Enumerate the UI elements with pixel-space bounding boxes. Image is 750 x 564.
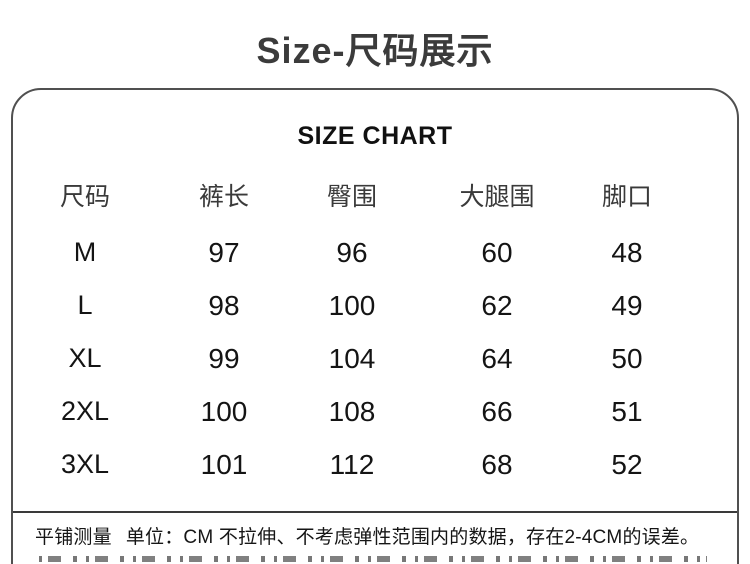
column-header-pants-length: 裤长 xyxy=(198,183,249,211)
measurement-note-text: 单位：CM 不拉伸、不考虑弹性范围内的数据，存在2-4CM的误差。 xyxy=(125,527,700,548)
measurement-note: 平铺测量 单位：CM 不拉伸、不考虑弹性范围内的数据，存在2-4CM的误差。 xyxy=(35,522,721,549)
cell-value: 66 xyxy=(481,395,513,427)
size-label: L xyxy=(77,290,93,320)
size-chart-panel: SIZE CHART 尺码 裤长 臀围 大腿围 脚口 M 97 96 60 48… xyxy=(11,88,739,564)
table-row: 3XL 101 112 68 52 xyxy=(13,438,673,491)
cell-value: 99 xyxy=(208,342,240,374)
cell-value: 104 xyxy=(328,342,376,374)
measurement-note-prefix: 平铺测量 xyxy=(35,527,112,548)
size-label: 3XL xyxy=(60,449,110,479)
page-title: Size-尺码展示 xyxy=(256,30,494,71)
table-row: XL 99 104 64 50 xyxy=(13,332,673,385)
column-header-leg-opening: 脚口 xyxy=(601,183,652,211)
cell-value: 51 xyxy=(611,395,643,427)
size-table: 尺码 裤长 臀围 大腿围 脚口 M 97 96 60 48 L 98 100 6… xyxy=(13,172,673,491)
cell-value: 96 xyxy=(336,236,368,268)
column-header-thigh: 大腿围 xyxy=(459,183,535,211)
column-header-size: 尺码 xyxy=(59,183,110,211)
size-label: XL xyxy=(68,343,102,373)
table-row: 2XL 100 108 66 51 xyxy=(13,385,673,438)
size-label: 2XL xyxy=(60,396,110,426)
cutoff-next-line-fragments xyxy=(39,556,707,562)
cell-value: 101 xyxy=(200,448,248,480)
table-row: L 98 100 62 49 xyxy=(13,279,673,332)
cell-value: 108 xyxy=(328,395,376,427)
note-divider xyxy=(13,511,737,513)
cell-value: 48 xyxy=(611,236,643,268)
column-header-hip: 臀围 xyxy=(326,183,377,211)
size-chart-heading: SIZE CHART xyxy=(297,122,453,150)
cell-value: 100 xyxy=(328,289,376,321)
size-label: M xyxy=(73,237,97,267)
cell-value: 50 xyxy=(611,342,643,374)
table-header-row: 尺码 裤长 臀围 大腿围 脚口 xyxy=(13,172,673,218)
cell-value: 98 xyxy=(208,289,240,321)
cell-value: 64 xyxy=(481,342,513,374)
table-row: M 97 96 60 48 xyxy=(13,226,673,279)
cell-value: 68 xyxy=(481,448,513,480)
cell-value: 100 xyxy=(200,395,248,427)
cell-value: 62 xyxy=(481,289,513,321)
cell-value: 49 xyxy=(611,289,643,321)
cell-value: 52 xyxy=(611,448,643,480)
cell-value: 60 xyxy=(481,236,513,268)
cell-value: 112 xyxy=(329,448,375,480)
cell-value: 97 xyxy=(208,236,240,268)
